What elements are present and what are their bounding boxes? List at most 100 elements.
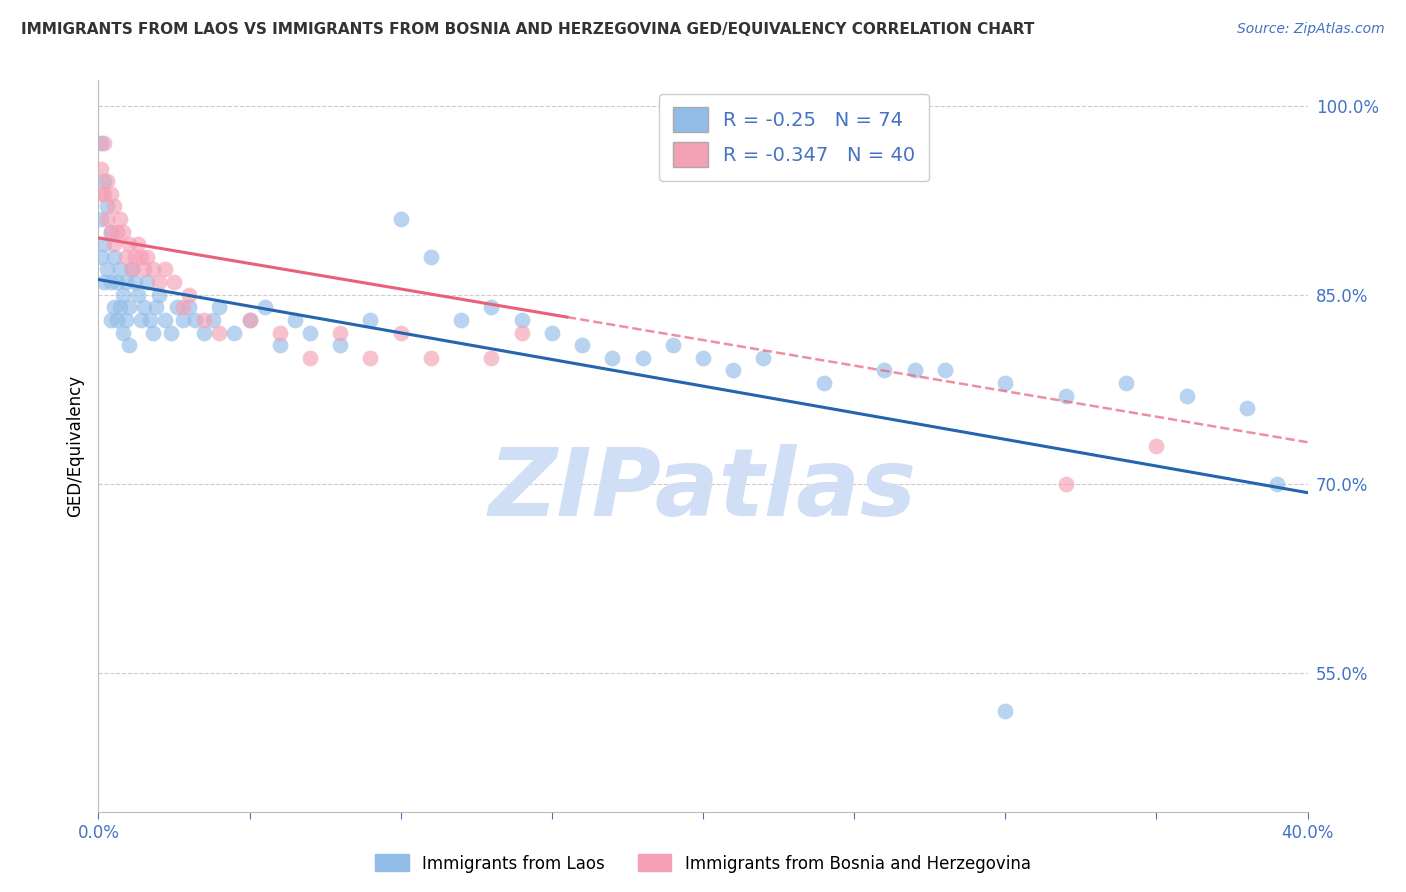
Point: [93, 237, 115, 252]
Point: [100, 225, 122, 239]
Point: [239, 313, 262, 327]
Point: [994, 704, 1017, 718]
Point: [103, 237, 125, 252]
Point: [105, 313, 128, 327]
Point: [114, 250, 136, 264]
Point: [145, 300, 167, 314]
Text: Source: ZipAtlas.com: Source: ZipAtlas.com: [1237, 22, 1385, 37]
Point: [193, 313, 215, 327]
Point: [253, 300, 276, 314]
Point: [904, 363, 927, 377]
Point: [329, 338, 352, 352]
Point: [208, 326, 231, 340]
Point: [142, 326, 165, 340]
Point: [108, 262, 131, 277]
Point: [1054, 476, 1077, 491]
Point: [100, 313, 122, 327]
Point: [135, 275, 157, 289]
Point: [90, 161, 112, 176]
Point: [184, 313, 207, 327]
Point: [132, 262, 155, 277]
Point: [450, 313, 472, 327]
Point: [269, 338, 291, 352]
Point: [163, 275, 186, 289]
Point: [208, 300, 231, 314]
Point: [1144, 439, 1167, 453]
Point: [481, 351, 503, 365]
Point: [105, 225, 128, 239]
Point: [269, 326, 291, 340]
Point: [111, 225, 134, 239]
Point: [202, 313, 225, 327]
Point: [661, 338, 683, 352]
Point: [96, 199, 118, 213]
Point: [239, 313, 262, 327]
Point: [135, 250, 157, 264]
Point: [103, 199, 125, 213]
Point: [127, 287, 149, 301]
Point: [148, 287, 170, 301]
Point: [90, 136, 112, 151]
Point: [121, 262, 143, 277]
Point: [124, 275, 146, 289]
Point: [93, 136, 115, 151]
Point: [1054, 388, 1077, 402]
Point: [510, 326, 533, 340]
Point: [420, 250, 443, 264]
Point: [108, 212, 131, 227]
Point: [139, 313, 162, 327]
Point: [105, 275, 128, 289]
Point: [100, 186, 122, 201]
Point: [389, 326, 412, 340]
Point: [114, 313, 136, 327]
Point: [160, 326, 183, 340]
Point: [114, 275, 136, 289]
Point: [299, 351, 322, 365]
Point: [540, 326, 562, 340]
Point: [103, 250, 125, 264]
Point: [153, 313, 176, 327]
Point: [96, 262, 118, 277]
Point: [93, 186, 115, 201]
Point: [481, 300, 503, 314]
Point: [602, 351, 624, 365]
Point: [813, 376, 835, 390]
Point: [129, 313, 152, 327]
Point: [631, 351, 654, 365]
Point: [193, 326, 215, 340]
Point: [90, 212, 112, 227]
Point: [692, 351, 714, 365]
Point: [118, 237, 141, 252]
Point: [994, 376, 1017, 390]
Point: [90, 250, 112, 264]
Point: [103, 300, 125, 314]
Point: [1115, 376, 1137, 390]
Point: [179, 300, 201, 314]
Point: [166, 300, 188, 314]
Text: ZIPatlas: ZIPatlas: [489, 444, 917, 536]
Point: [420, 351, 443, 365]
Point: [100, 275, 122, 289]
Point: [1267, 476, 1289, 491]
Point: [153, 262, 176, 277]
Point: [96, 174, 118, 188]
Point: [284, 313, 307, 327]
Point: [723, 363, 745, 377]
Legend: Immigrants from Laos, Immigrants from Bosnia and Herzegovina: Immigrants from Laos, Immigrants from Bo…: [368, 847, 1038, 880]
Point: [132, 300, 155, 314]
Point: [93, 275, 115, 289]
Point: [172, 300, 194, 314]
Point: [90, 186, 112, 201]
Point: [100, 225, 122, 239]
Point: [873, 363, 896, 377]
Point: [360, 313, 382, 327]
Point: [111, 287, 134, 301]
Point: [108, 300, 131, 314]
Text: IMMIGRANTS FROM LAOS VS IMMIGRANTS FROM BOSNIA AND HERZEGOVINA GED/EQUIVALENCY C: IMMIGRANTS FROM LAOS VS IMMIGRANTS FROM …: [21, 22, 1035, 37]
Point: [142, 262, 165, 277]
Point: [121, 262, 143, 277]
Point: [148, 275, 170, 289]
Point: [360, 351, 382, 365]
Point: [1236, 401, 1258, 416]
Point: [752, 351, 775, 365]
